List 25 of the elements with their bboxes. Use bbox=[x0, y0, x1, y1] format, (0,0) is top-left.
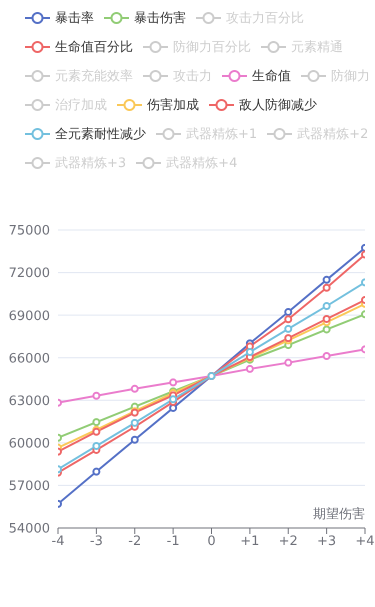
x-tick-label: -2 bbox=[128, 534, 142, 550]
x-tick-label: -3 bbox=[90, 534, 103, 550]
y-tick-label: 66000 bbox=[8, 351, 50, 366]
legend-label: 伤害加成 bbox=[147, 96, 199, 114]
x-tick-label: -4 bbox=[52, 534, 64, 550]
legend-label: 全元素耐性减少 bbox=[55, 126, 146, 142]
legend-label: 生命值 bbox=[252, 68, 291, 84]
x-axis-title: 期望伤害 bbox=[313, 506, 365, 522]
y-tick-label: 54000 bbox=[8, 522, 50, 537]
x-tick-label: 0 bbox=[207, 534, 216, 550]
legend-label: 敌人防御减少 bbox=[239, 96, 317, 114]
y-tick-label: 57000 bbox=[8, 479, 50, 494]
y-tick-label: 60000 bbox=[8, 436, 50, 452]
legend-label: 暴击伤害 bbox=[134, 10, 186, 26]
x-tick-label: +4 bbox=[355, 534, 375, 550]
y-tick-label: 63000 bbox=[8, 394, 50, 409]
y-tick-label: 69000 bbox=[8, 308, 50, 324]
y-tick-label: 75000 bbox=[8, 224, 50, 239]
legend-label: 暴击率 bbox=[55, 10, 94, 26]
x-tick-label: +3 bbox=[317, 534, 336, 550]
y-tick-label: 72000 bbox=[8, 266, 50, 282]
x-tick-label: -1 bbox=[166, 534, 180, 550]
legend-label: 生命值百分比 bbox=[55, 38, 133, 56]
x-tick-label: +2 bbox=[278, 534, 298, 550]
x-tick-label: +1 bbox=[240, 534, 260, 550]
